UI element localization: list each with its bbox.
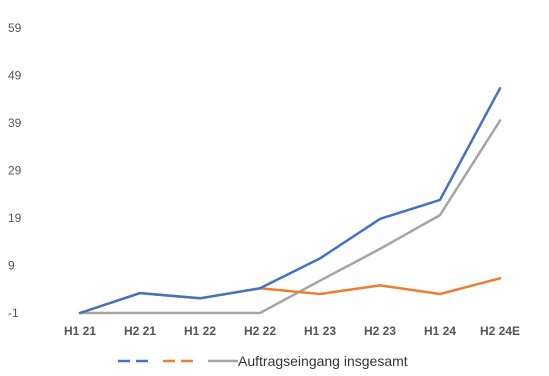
y-tick-label: 59 [8,21,22,35]
y-tick-label: 39 [8,116,22,130]
y-tick-label: 19 [8,211,22,225]
x-tick-label: H2 21 [124,324,156,338]
x-axis: H1 21 H2 21 H1 22 H2 22 H1 23 H2 23 H1 24 H2 24… [64,324,520,338]
x-tick-label: H1 24 [424,324,456,338]
y-tick-label: -1 [8,306,19,320]
x-tick-label: H1 23 [304,324,336,338]
legend-label: Auftragseingang insgesamt [238,353,408,369]
legend: Auftragseingang insgesamt [118,353,408,369]
y-tick-label: 29 [8,164,22,178]
y-axis: 59 49 39 29 19 9 -1 [8,21,22,320]
x-tick-label: H2 23 [364,324,396,338]
series-line-1 [78,87,502,315]
x-tick-label: H1 22 [184,324,216,338]
series-line-3 [78,119,502,315]
x-tick-label: H2 24E [480,324,520,338]
x-tick-label: H1 21 [64,324,96,338]
y-tick-label: 49 [8,69,22,83]
y-tick-label: 9 [8,259,15,273]
x-tick-label: H2 22 [244,324,276,338]
series-layer [78,87,502,315]
